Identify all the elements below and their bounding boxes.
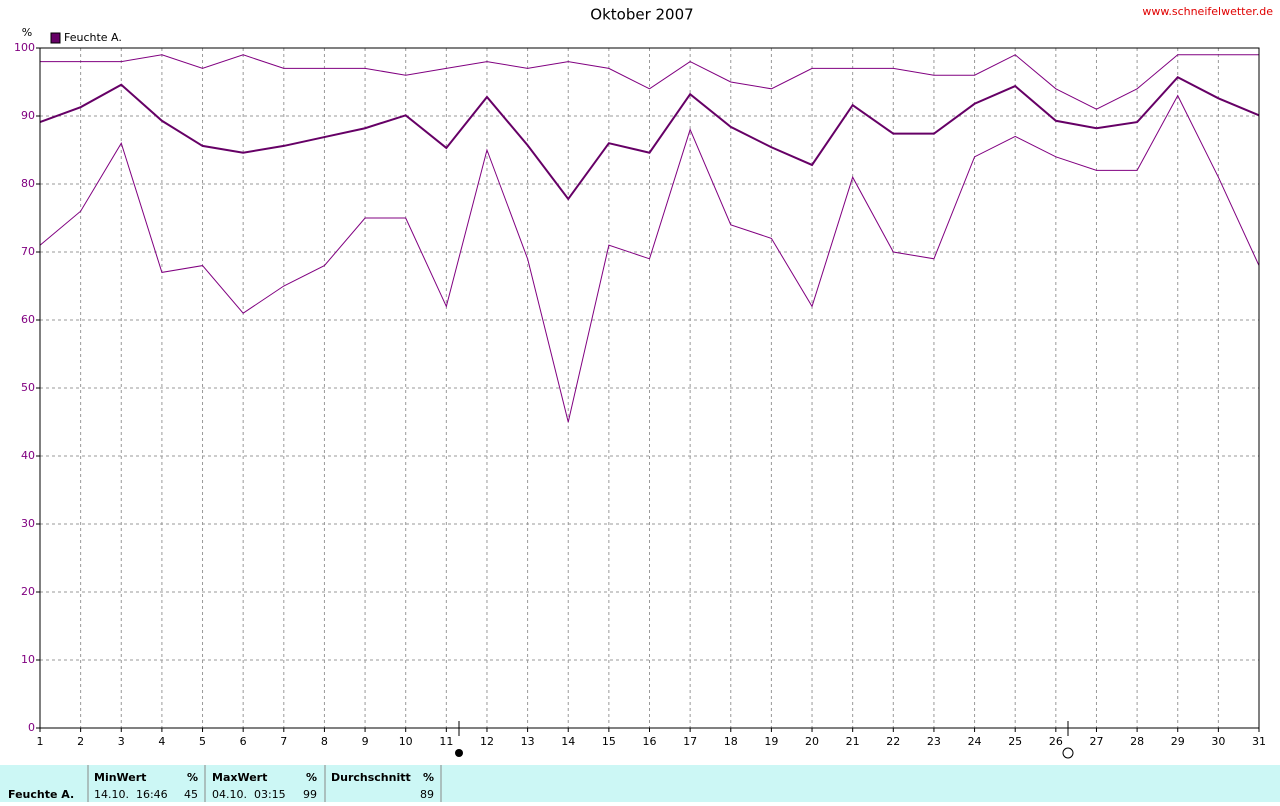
y-tick-label: 100 — [14, 41, 35, 54]
x-tick-label: 16 — [643, 735, 657, 748]
summary-table: Feuchte A. MinWert % 14.10. 16:46 45 Max… — [0, 765, 1280, 802]
moon-icon — [455, 749, 463, 757]
x-tick-label: 28 — [1130, 735, 1144, 748]
y-tick-label: 80 — [21, 177, 35, 190]
x-tick-label: 19 — [764, 735, 778, 748]
x-tick-label: 24 — [968, 735, 982, 748]
chart-title: Oktober 2007 — [590, 6, 693, 24]
y-tick-label: 10 — [21, 653, 35, 666]
y-tick-label: 20 — [21, 585, 35, 598]
x-tick-label: 27 — [1089, 735, 1103, 748]
data-line — [40, 54, 1259, 110]
x-tick-label: 3 — [118, 735, 125, 748]
x-tick-label: 8 — [321, 735, 328, 748]
x-tick-label: 17 — [683, 735, 697, 748]
moon-icon — [1062, 747, 1074, 759]
x-tick-label: 25 — [1008, 735, 1022, 748]
x-tick-label: 23 — [927, 735, 941, 748]
y-tick-label: 30 — [21, 517, 35, 530]
data-line — [39, 94, 1260, 423]
x-tick-label: 1 — [37, 735, 44, 748]
table-value: 45 — [184, 788, 198, 801]
x-tick-label: 31 — [1252, 735, 1266, 748]
legend-label: Feuchte A. — [64, 31, 122, 44]
table-label: Feuchte A. — [8, 788, 74, 801]
table-header: MaxWert — [212, 771, 267, 784]
y-tick-label: 90 — [21, 109, 35, 122]
y-tick-label: 70 — [21, 245, 35, 258]
x-tick-label: 13 — [521, 735, 535, 748]
plot-border — [39, 47, 1260, 729]
table-unit: % — [423, 771, 434, 784]
x-tick-label: 26 — [1049, 735, 1063, 748]
table-header: Durchschnitt — [331, 771, 411, 784]
watermark: www.schneifelwetter.de — [1142, 5, 1273, 18]
x-tick-label: 2 — [77, 735, 84, 748]
y-tick-label: 60 — [21, 313, 35, 326]
table-bg — [0, 765, 1280, 802]
x-tick-label: 20 — [805, 735, 819, 748]
x-tick-label: 22 — [886, 735, 900, 748]
x-tick-label: 30 — [1211, 735, 1225, 748]
data-line — [39, 75, 1260, 201]
x-tick-label: 6 — [240, 735, 247, 748]
x-tick-label: 5 — [199, 735, 206, 748]
x-tick-label: 11 — [439, 735, 453, 748]
legend-swatch — [50, 32, 61, 44]
y-tick-label: 40 — [21, 449, 35, 462]
x-tick-label: 7 — [280, 735, 287, 748]
x-tick-label: 9 — [362, 735, 369, 748]
table-value: 89 — [420, 788, 434, 801]
x-tick-label: 12 — [480, 735, 494, 748]
table-time: 04.10. 03:15 — [212, 788, 286, 801]
table-time: 14.10. 16:46 — [94, 788, 168, 801]
x-tick-label: 15 — [602, 735, 616, 748]
x-tick-label: 29 — [1171, 735, 1185, 748]
x-tick-label: 14 — [561, 735, 575, 748]
x-tick-label: 10 — [399, 735, 413, 748]
y-unit: % — [22, 26, 32, 39]
table-value: 99 — [303, 788, 317, 801]
table-unit: % — [187, 771, 198, 784]
y-tick-label: 0 — [28, 721, 35, 734]
table-unit: % — [306, 771, 317, 784]
y-tick-label: 50 — [21, 381, 35, 394]
x-tick-label: 18 — [724, 735, 738, 748]
table-header: MinWert — [94, 771, 146, 784]
x-tick-label: 21 — [846, 735, 860, 748]
x-tick-label: 4 — [158, 735, 165, 748]
